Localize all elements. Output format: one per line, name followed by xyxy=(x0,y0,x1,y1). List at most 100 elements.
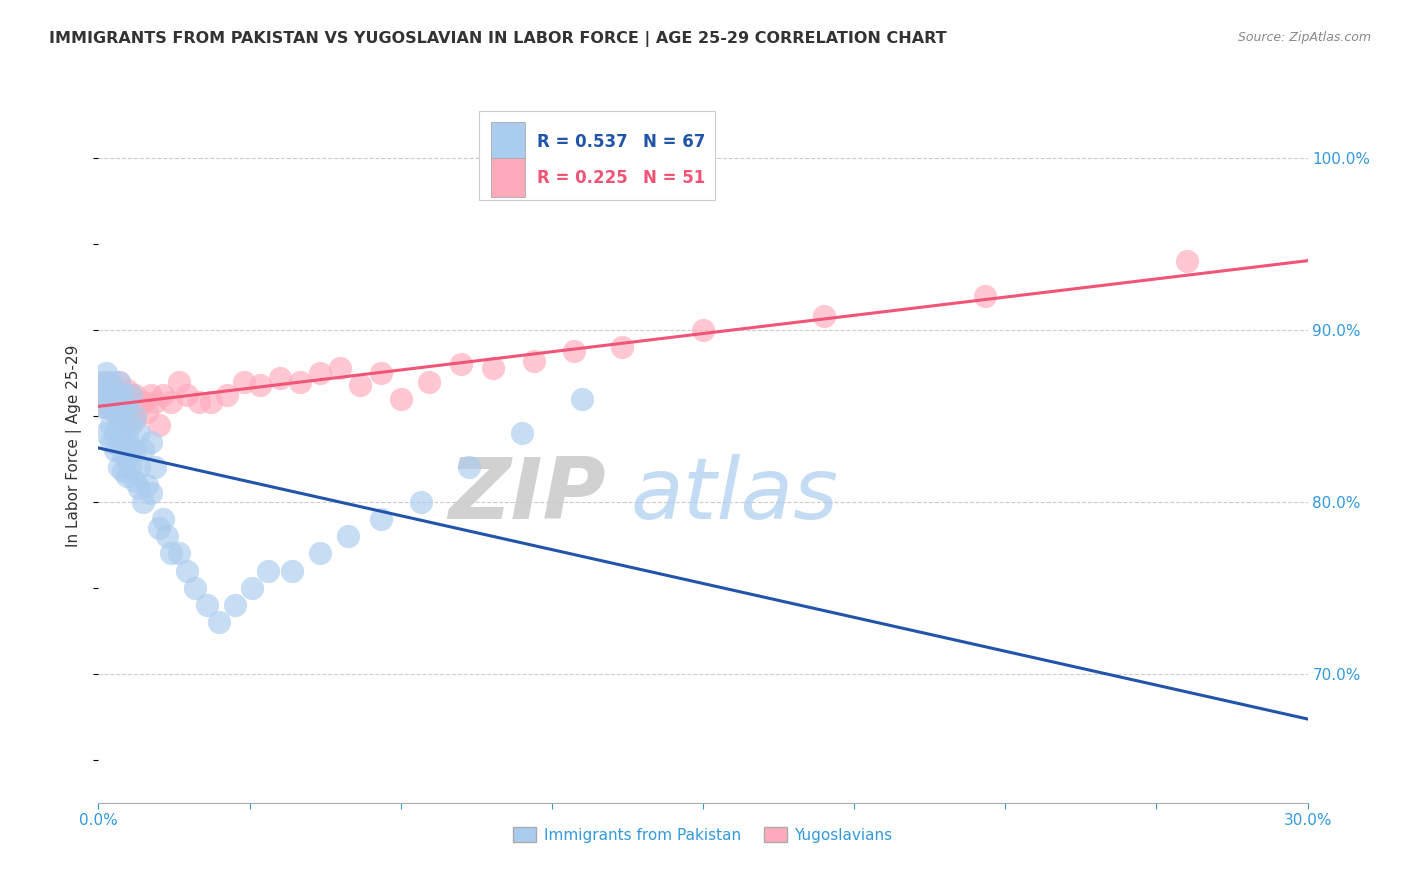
Point xyxy=(107,392,129,406)
Point xyxy=(107,417,129,432)
Point xyxy=(389,392,412,406)
Point xyxy=(288,375,311,389)
Point xyxy=(132,395,155,409)
Text: R = 0.225: R = 0.225 xyxy=(537,169,628,186)
Point xyxy=(370,366,392,380)
Point xyxy=(96,401,118,415)
Point xyxy=(309,546,332,560)
Point xyxy=(139,388,162,402)
Point xyxy=(96,375,118,389)
Point xyxy=(107,409,129,423)
Point xyxy=(100,434,122,449)
Point xyxy=(120,417,142,432)
Point xyxy=(224,598,246,612)
Point xyxy=(96,401,118,415)
Text: Source: ZipAtlas.com: Source: ZipAtlas.com xyxy=(1237,31,1371,45)
Point xyxy=(370,512,392,526)
Point xyxy=(124,475,146,489)
Point xyxy=(482,360,505,375)
Point xyxy=(813,309,835,323)
Point xyxy=(91,401,114,415)
Point xyxy=(91,378,114,392)
Point xyxy=(100,401,122,415)
Point xyxy=(523,354,546,368)
Point xyxy=(281,564,304,578)
Y-axis label: In Labor Force | Age 25-29: In Labor Force | Age 25-29 xyxy=(66,345,83,547)
Point xyxy=(124,412,146,426)
Point xyxy=(111,412,134,426)
Point xyxy=(418,375,440,389)
Point xyxy=(111,388,134,402)
Point xyxy=(103,443,125,458)
Text: N = 67: N = 67 xyxy=(643,133,704,151)
Point xyxy=(176,564,198,578)
Point xyxy=(329,360,352,375)
Point xyxy=(96,383,118,397)
Text: N = 51: N = 51 xyxy=(643,169,704,186)
Point xyxy=(115,469,138,483)
Text: IMMIGRANTS FROM PAKISTAN VS YUGOSLAVIAN IN LABOR FORCE | AGE 25-29 CORRELATION C: IMMIGRANTS FROM PAKISTAN VS YUGOSLAVIAN … xyxy=(49,31,946,47)
FancyBboxPatch shape xyxy=(492,122,526,161)
Point xyxy=(135,477,157,491)
Point xyxy=(128,401,150,415)
Point xyxy=(115,405,138,419)
Legend: Immigrants from Pakistan, Yugoslavians: Immigrants from Pakistan, Yugoslavians xyxy=(508,821,898,848)
Point xyxy=(100,388,122,402)
Point xyxy=(107,434,129,449)
Point xyxy=(167,546,190,560)
Point xyxy=(974,288,997,302)
Point xyxy=(269,371,291,385)
Point xyxy=(111,426,134,441)
Point xyxy=(120,460,142,475)
Point xyxy=(1175,254,1198,268)
Point xyxy=(510,426,533,441)
Point xyxy=(143,395,166,409)
Point xyxy=(100,378,122,392)
Point xyxy=(91,392,114,406)
Point xyxy=(128,460,150,475)
Point xyxy=(96,366,118,380)
Point xyxy=(188,395,211,409)
Text: R = 0.537: R = 0.537 xyxy=(537,133,628,151)
Point xyxy=(156,529,179,543)
Point xyxy=(208,615,231,630)
Point xyxy=(120,388,142,402)
Point xyxy=(107,388,129,402)
Point xyxy=(103,384,125,399)
Point xyxy=(232,375,254,389)
Point xyxy=(139,434,162,449)
Point xyxy=(167,375,190,389)
Point xyxy=(562,343,585,358)
Point xyxy=(200,395,222,409)
Point xyxy=(111,405,134,419)
Point xyxy=(107,375,129,389)
Point xyxy=(120,388,142,402)
Point xyxy=(249,378,271,392)
Point xyxy=(139,486,162,500)
Point xyxy=(100,417,122,432)
Point xyxy=(124,388,146,402)
Point xyxy=(349,378,371,392)
Point xyxy=(256,564,278,578)
Point xyxy=(96,426,118,441)
Point xyxy=(132,443,155,458)
Point xyxy=(132,495,155,509)
Point xyxy=(111,464,134,478)
Point xyxy=(409,495,432,509)
Point xyxy=(184,581,207,595)
Point xyxy=(91,388,114,402)
Point xyxy=(152,388,174,402)
Point xyxy=(240,581,263,595)
Point xyxy=(152,512,174,526)
Point xyxy=(91,375,114,389)
Point xyxy=(612,340,634,354)
Point xyxy=(309,366,332,380)
Point xyxy=(124,443,146,458)
Point xyxy=(107,460,129,475)
Point xyxy=(115,401,138,415)
Point xyxy=(143,460,166,475)
Point xyxy=(128,426,150,441)
Point xyxy=(103,405,125,419)
Point xyxy=(111,447,134,461)
Point xyxy=(100,401,122,415)
